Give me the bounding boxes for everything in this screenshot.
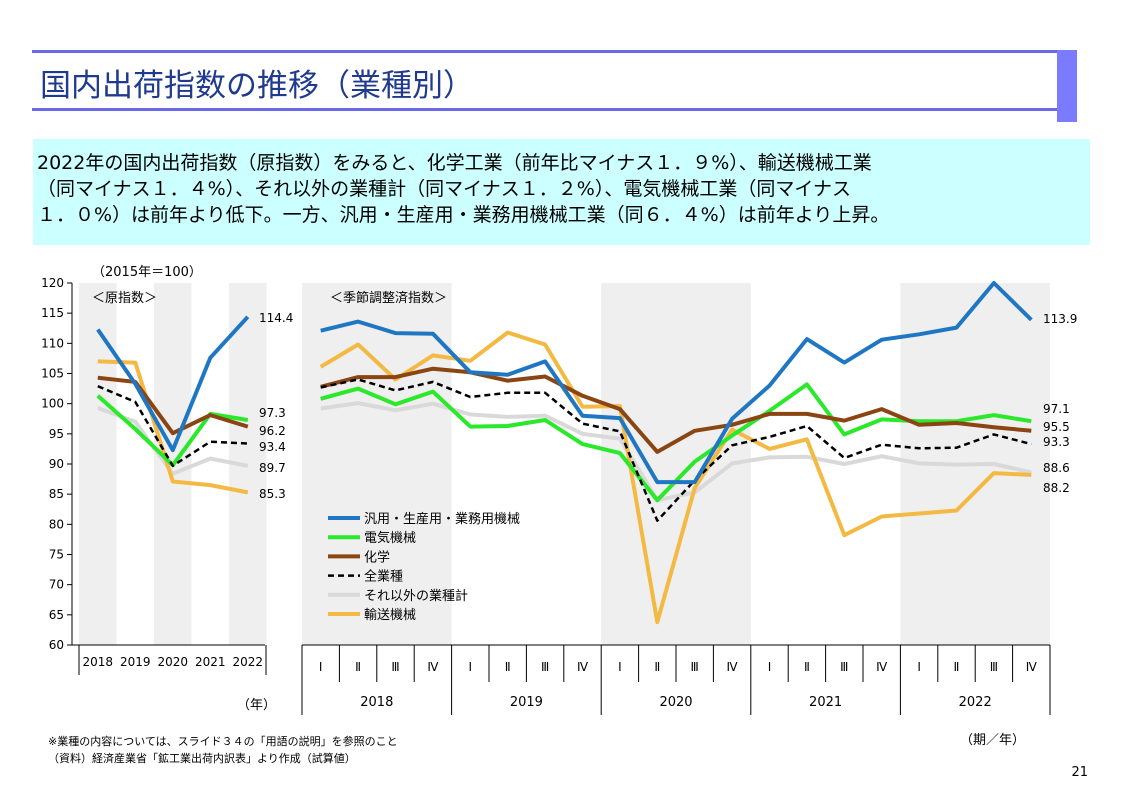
y-tick-label: 65: [49, 608, 64, 622]
x-tick-label-quarter: Ⅱ: [505, 660, 511, 674]
summary-line-1: 2022年の国内出荷指数（原指数）をみると、化学工業（前年比マイナス１．９%）、…: [37, 152, 872, 174]
footnote-source: （資料）経済産業省「鉱工業出荷内訳表」より作成（試算値）: [48, 752, 356, 765]
y-tick-label: 90: [49, 457, 64, 471]
end-label-annual-general_machinery: 114.4: [259, 311, 293, 325]
x-tick-label-year: 2019: [120, 655, 151, 669]
y-tick-label: 110: [41, 336, 64, 350]
x-tick-label-quarter: Ⅲ: [840, 660, 848, 674]
x-tick-label-quarter: Ⅱ: [654, 660, 660, 674]
end-label-quarterly-general_machinery: 113.9: [1043, 312, 1077, 326]
x-tick-label-quarter: Ⅳ: [1026, 660, 1037, 674]
page-title: 国内出荷指数の推移（業種別）: [40, 68, 474, 104]
end-label-quarterly-transport: 88.2: [1043, 481, 1070, 495]
title-bar: 国内出荷指数の推移（業種別）: [32, 50, 1077, 122]
x-tick-label-quarter: Ⅲ: [691, 660, 699, 674]
x-tick-label-quarter: Ⅰ: [319, 660, 323, 674]
summary-box: 2022年の国内出荷指数（原指数）をみると、化学工業（前年比マイナス１．９%）、…: [33, 139, 1090, 245]
y-tick-label: 85: [49, 487, 64, 501]
x-tick-label-fiscal-year: 2020: [659, 695, 692, 710]
period-unit-label: （期／年）: [960, 733, 1025, 748]
series-line-quarterly-general_machinery: [320, 281, 1033, 485]
left-panel-label: ＜原指数＞: [92, 291, 157, 306]
y-tick-label: 105: [41, 367, 64, 381]
legend-label-transport: 輸送機械: [364, 608, 416, 623]
x-tick-label-quarter: Ⅱ: [804, 660, 810, 674]
series-line-quarterly-all_industries: [320, 378, 1032, 522]
x-tick-label-quarter: Ⅰ: [618, 660, 622, 674]
x-tick-label-quarter: Ⅰ: [768, 660, 772, 674]
x-tick-label-quarter: Ⅰ: [917, 660, 921, 674]
end-label-quarterly-all_industries: 93.3: [1043, 435, 1070, 449]
end-label-annual-other: 89.7: [259, 461, 286, 475]
x-tick-label-quarter: Ⅲ: [990, 660, 998, 674]
legend-label-general_machinery: 汎用・生産用・業務用機械: [364, 511, 520, 527]
x-tick-label-quarter: Ⅳ: [427, 660, 438, 674]
x-tick-label-year: 2020: [157, 655, 188, 669]
series-line-quarterly-transport: [319, 330, 1032, 625]
end-label-quarterly-chemical: 95.5: [1043, 420, 1070, 434]
y-tick-label: 75: [49, 548, 64, 562]
x-tick-label-year: 2022: [232, 655, 263, 669]
series-line-annual-chemical: [97, 375, 249, 436]
base-year-note: （2015年＝100）: [92, 265, 202, 280]
year-unit-label: （年）: [237, 698, 276, 713]
summary-line-2: （同マイナス１．４%）、それ以外の業種計（同マイナス１．２%）、電気機械工業（同…: [37, 178, 851, 200]
shade-band-annual: [79, 283, 117, 645]
y-tick-label: 120: [41, 276, 64, 290]
title-rule-top: [32, 50, 1057, 53]
end-label-quarterly-other: 88.6: [1043, 461, 1070, 475]
series-line-annual-all_industries: [97, 385, 248, 468]
y-tick-label: 95: [49, 427, 64, 441]
series-line-quarterly-other: [320, 401, 1032, 503]
end-label-annual-transport: 85.3: [259, 487, 286, 501]
y-tick-label: 70: [49, 578, 64, 592]
right-panel-label: ＜季節調整済指数＞: [330, 290, 447, 306]
end-label-quarterly-electrical: 97.1: [1043, 402, 1070, 416]
legend-label-all_industries: 全業種: [364, 569, 403, 585]
y-tick-label: 60: [49, 638, 64, 652]
end-label-annual-electrical: 97.3: [259, 406, 286, 420]
legend-label-other: それ以外の業種計: [364, 588, 468, 604]
legend-label-electrical: 電気機械: [364, 530, 416, 546]
x-tick-label-quarter: Ⅳ: [727, 660, 738, 674]
legend-label-chemical: 化学: [364, 549, 390, 565]
x-tick-label-quarter: Ⅳ: [876, 660, 887, 674]
x-tick-label-fiscal-year: 2021: [809, 695, 842, 710]
y-tick-label: 115: [41, 306, 64, 320]
x-tick-label-fiscal-year: 2022: [959, 695, 992, 710]
x-tick-label-quarter: Ⅱ: [355, 660, 361, 674]
x-tick-label-quarter: Ⅲ: [541, 660, 549, 674]
series-line-quarterly-chemical: [320, 366, 1032, 454]
end-label-annual-chemical: 96.2: [259, 424, 286, 438]
end-label-annual-all_industries: 93.4: [259, 440, 286, 454]
y-tick-label: 100: [41, 397, 64, 411]
x-tick-label-year: 2021: [195, 655, 226, 669]
x-tick-label-quarter: Ⅳ: [577, 660, 588, 674]
footnote-terms: ※業種の内容については、スライド３４の「用語の説明」を参照のこと: [48, 735, 398, 748]
title-accent-block: [1057, 50, 1077, 122]
y-tick-label: 80: [49, 517, 64, 531]
shade-band-quarterly: [302, 283, 452, 645]
x-tick-label-quarter: Ⅲ: [391, 660, 399, 674]
x-tick-label-fiscal-year: 2018: [360, 695, 393, 710]
title-rule-bottom: [32, 108, 1057, 111]
series-line-annual-general_machinery: [96, 315, 250, 453]
x-tick-label-year: 2018: [82, 655, 113, 669]
summary-line-3: １．０%）は前年より低下。一方、汎用・生産用・業務用機械工業（同６．４%）は前年…: [37, 204, 890, 226]
x-tick-label-quarter: Ⅱ: [954, 660, 960, 674]
page-number: 21: [1071, 765, 1088, 780]
x-tick-label-quarter: Ⅰ: [469, 660, 473, 674]
x-tick-label-fiscal-year: 2019: [510, 695, 543, 710]
